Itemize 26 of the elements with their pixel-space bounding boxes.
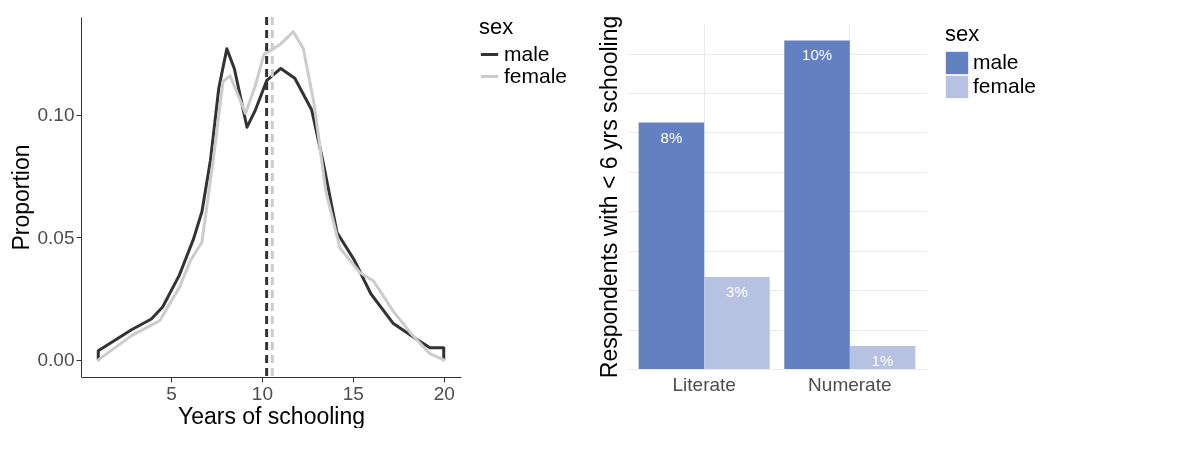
legend-title: sex [945,21,980,46]
y-axis-title: Proportion [7,144,34,251]
legend-label: female [504,63,568,87]
y-axis-title: Respondents with < 6 yrs schooling [595,15,622,379]
x-tick-label: Literate [672,373,736,395]
data-label: 10% [802,46,833,64]
x-tick-label: 5 [166,382,177,404]
data-label: 1% [871,352,894,369]
x-tick-label: 15 [342,382,364,404]
legend-label: male [973,50,1019,73]
bar [784,40,850,369]
legend-title: sex [479,14,514,39]
bar [849,346,916,369]
bar [638,122,705,369]
data-label: 8% [660,128,683,146]
data-label: 3% [726,283,748,300]
legend-label: female [973,74,1037,97]
y-tick-label: 0.05 [37,226,75,248]
y-tick-label: 0.10 [37,104,75,126]
legend-label: male [504,41,550,65]
y-tick-label: 0.00 [37,349,75,371]
x-axis-title: Years of schooling [177,402,366,429]
x-tick-label: 10 [251,382,273,404]
x-tick-label: 20 [433,382,455,404]
bar [704,277,770,369]
x-tick-label: Numerate [808,373,892,395]
